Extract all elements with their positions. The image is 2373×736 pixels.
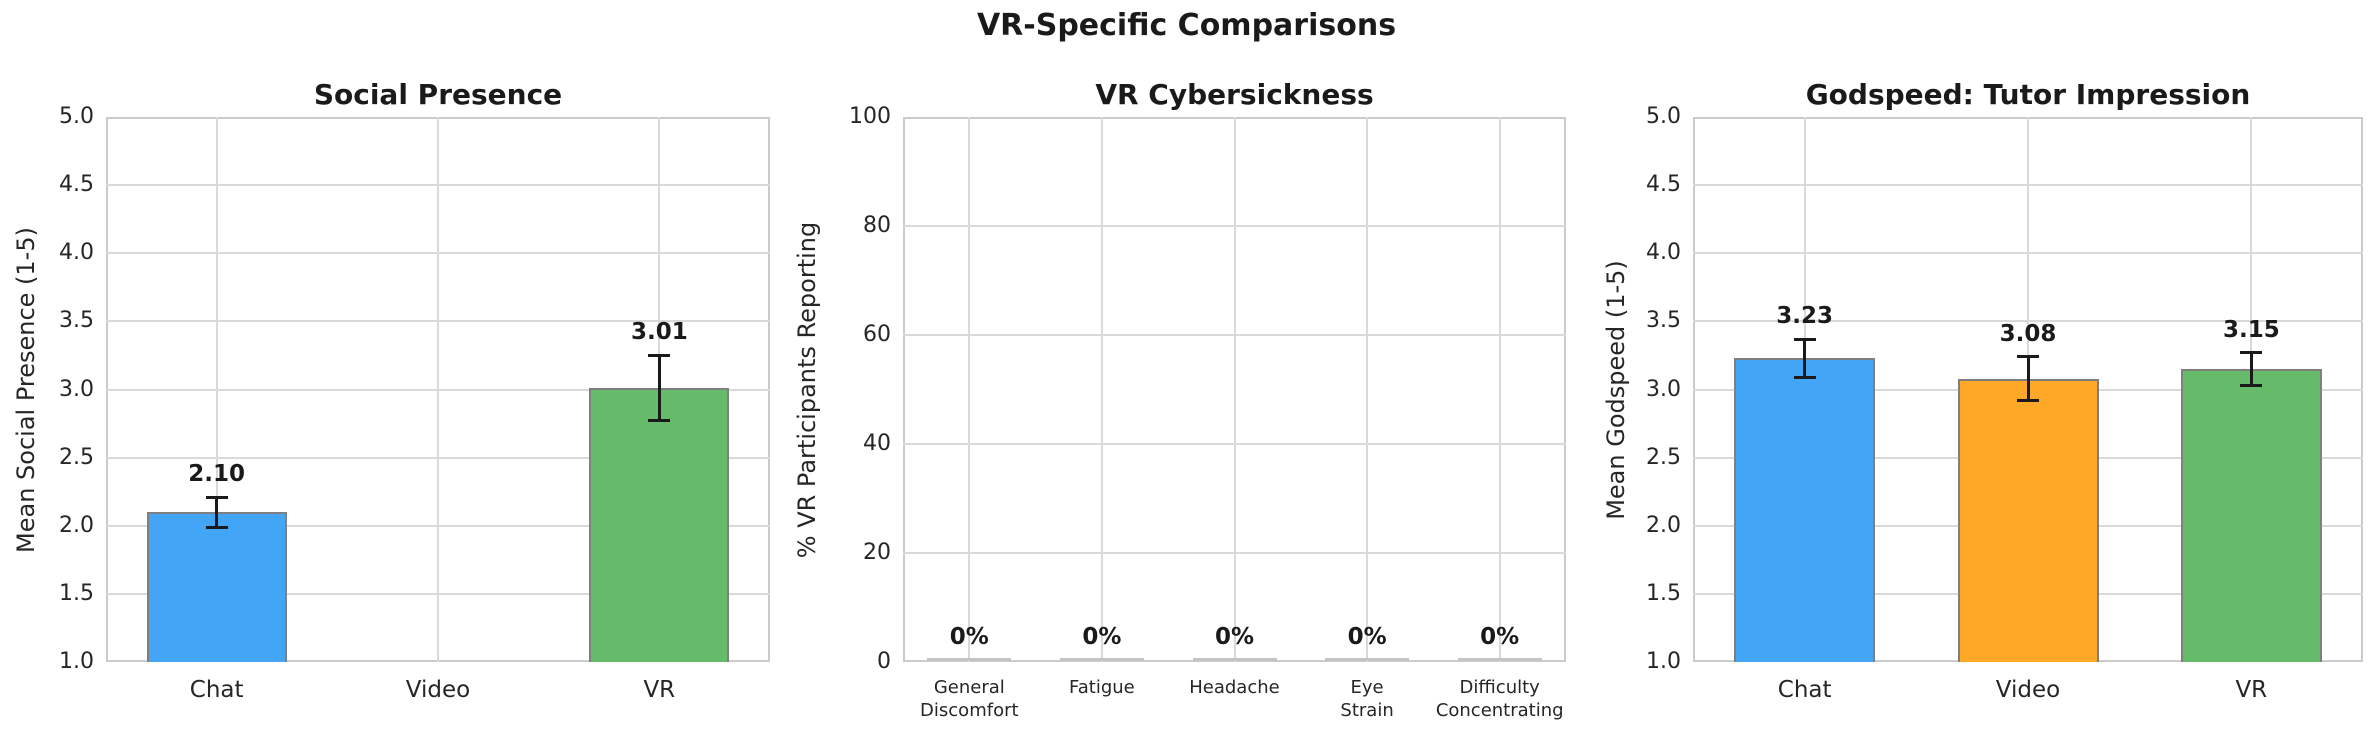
gridline — [1498, 117, 1501, 662]
error-bar-cap — [205, 495, 228, 499]
y-tick-label: 0 — [877, 649, 891, 674]
error-bar-cap — [2240, 383, 2263, 387]
gridline — [1366, 117, 1369, 662]
bar-headache — [1192, 658, 1277, 661]
y-tick-label: 3.5 — [59, 308, 94, 334]
bar-value-label: 0% — [1347, 624, 1387, 650]
bar-general-discomfort — [927, 658, 1012, 661]
y-tick-label: 3.5 — [1646, 308, 1681, 334]
y-tick-label: 100 — [849, 104, 891, 129]
bar-eye-strain — [1325, 658, 1410, 661]
x-tick-label-eye-strain: Eye Strain — [1340, 677, 1394, 722]
gridline — [215, 117, 218, 662]
y-tick-label: 4.5 — [59, 172, 94, 198]
y-axis-label: Mean Godspeed (1-5) — [1602, 259, 1630, 520]
error-bar — [657, 355, 661, 421]
error-bar-cap — [2240, 351, 2263, 355]
error-bar — [2026, 356, 2030, 401]
y-tick-label: 2.0 — [59, 512, 94, 538]
bar-value-label: 0% — [1480, 624, 1520, 650]
y-tick-label: 60 — [863, 322, 891, 347]
x-tick-label-chat: Chat — [189, 677, 244, 703]
error-bar-cap — [2017, 398, 2039, 402]
gridline — [1100, 117, 1103, 662]
bar-value-label: 0% — [1082, 624, 1122, 650]
subplot-title-godspeed-tutor-impression: Godspeed: Tutor Impression — [1805, 78, 2251, 111]
gridline — [968, 117, 971, 662]
figure-title: VR-Specific Comparisons — [976, 8, 1397, 43]
y-tick-label: 80 — [863, 213, 891, 238]
bar-value-label: 3.23 — [1776, 303, 1834, 330]
error-bar — [2249, 352, 2253, 386]
bar-vr — [2180, 369, 2322, 662]
x-tick-label-fatigue: Fatigue — [1069, 677, 1135, 698]
x-tick-label-video: Video — [405, 677, 471, 703]
y-tick-label: 4.0 — [59, 240, 94, 266]
error-bar-cap — [648, 419, 671, 423]
y-tick-label: 20 — [863, 540, 891, 565]
y-tick-label: 1.0 — [59, 649, 94, 674]
bar-video — [1957, 378, 2099, 662]
gridline — [1233, 117, 1236, 662]
error-bar — [1803, 339, 1807, 378]
bar-vr — [589, 388, 730, 662]
y-tick-label: 40 — [863, 431, 891, 456]
y-tick-label: 1.0 — [1646, 649, 1681, 674]
y-tick-label: 3.0 — [1646, 376, 1681, 402]
bar-chat — [1734, 358, 1876, 662]
y-tick-label: 1.5 — [1646, 580, 1681, 606]
x-tick-label-general-discomfort: General Discomfort — [920, 677, 1019, 722]
x-tick-label-vr: VR — [643, 677, 676, 703]
x-tick-label-vr: VR — [2235, 677, 2268, 703]
bar-fatigue — [1059, 658, 1144, 661]
error-bar — [215, 497, 219, 528]
subplot-title-social-presence: Social Presence — [313, 78, 563, 111]
x-tick-label-difficulty-concentrating: Difficulty Concentrating — [1435, 677, 1564, 722]
y-tick-label: 4.5 — [1646, 172, 1681, 198]
x-tick-label-chat: Chat — [1777, 677, 1832, 703]
error-bar-cap — [1793, 337, 1816, 341]
bar-value-label: 2.10 — [188, 461, 246, 488]
x-tick-label-video: Video — [1995, 677, 2061, 703]
bar-value-label: 0% — [949, 624, 989, 650]
error-bar-cap — [2017, 355, 2039, 359]
y-tick-label: 3.0 — [59, 376, 94, 402]
bar-difficulty-concentrating — [1457, 658, 1542, 661]
bar-value-label: 3.08 — [1999, 320, 2057, 347]
x-tick-label-headache: Headache — [1189, 677, 1280, 698]
gridline — [437, 117, 439, 662]
error-bar-cap — [205, 525, 228, 529]
subplot-title-vr-cybersickness: VR Cybersickness — [1095, 78, 1374, 111]
y-tick-label: 4.0 — [1646, 240, 1681, 266]
y-tick-label: 1.5 — [59, 580, 94, 606]
bar-chat — [146, 512, 287, 662]
error-bar-cap — [1793, 375, 1816, 379]
error-bar-cap — [648, 353, 671, 357]
bar-value-label: 0% — [1214, 624, 1255, 650]
y-tick-label: 5.0 — [59, 104, 94, 129]
bar-value-label: 3.15 — [2222, 316, 2280, 343]
y-tick-label: 2.5 — [59, 444, 94, 470]
y-tick-label: 2.5 — [1646, 444, 1681, 470]
bar-value-label: 3.01 — [630, 319, 688, 346]
y-tick-label: 2.0 — [1646, 512, 1681, 538]
y-tick-label: 5.0 — [1646, 104, 1681, 129]
